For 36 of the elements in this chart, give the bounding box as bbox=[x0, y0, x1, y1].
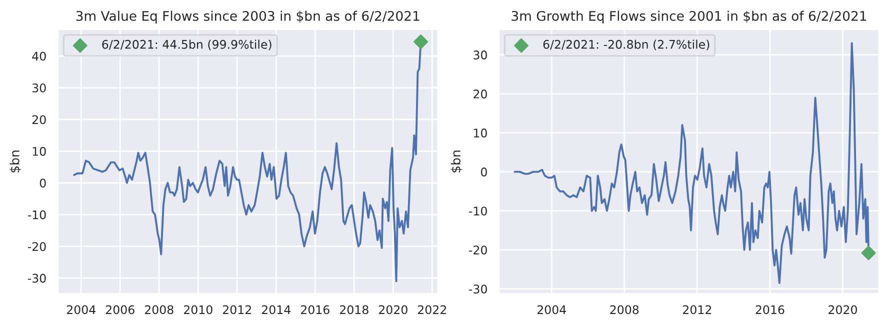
legend-label: 6/2/2021: 44.5bn (99.9%tile) bbox=[102, 40, 272, 50]
y-tick-label: 30 bbox=[32, 83, 46, 92]
y-tick-label: -20 bbox=[28, 242, 46, 252]
x-tick-label: 2020 bbox=[828, 305, 857, 314]
y-tick-label: 30 bbox=[474, 50, 487, 60]
y-axis-title: $bn bbox=[10, 150, 22, 172]
y-tick-label: 10 bbox=[474, 128, 487, 138]
x-tick-label: 2006 bbox=[106, 305, 134, 314]
x-tick-label: 2004 bbox=[66, 305, 96, 314]
chart-title: 3m Value Eq Flows since 2003 in $bn as of 6/2/2021 bbox=[76, 10, 420, 24]
y-tick-label: -30 bbox=[469, 284, 487, 294]
x-tick-label: 2016 bbox=[756, 305, 784, 314]
y-tick-label: -20 bbox=[469, 246, 487, 255]
y-tick-label: 40 bbox=[32, 52, 46, 61]
y-axis-title: $bn bbox=[450, 150, 462, 172]
x-tick-label: 2012 bbox=[683, 305, 712, 314]
x-tick-label: 2016 bbox=[300, 305, 330, 314]
y-tick-label: -10 bbox=[28, 210, 46, 220]
y-tick-label: -30 bbox=[28, 274, 46, 283]
x-tick-label: 2008 bbox=[144, 305, 174, 314]
x-tick-label: 2018 bbox=[340, 305, 368, 314]
x-tick-label: 2012 bbox=[222, 305, 251, 314]
y-tick-label: 20 bbox=[32, 115, 46, 124]
x-tick-label: 2020 bbox=[378, 305, 408, 314]
legend-label: 6/2/2021: -20.8bn (2.7%tile) bbox=[543, 40, 710, 50]
y-tick-label: 0 bbox=[481, 168, 487, 176]
x-tick-label: 2022 bbox=[418, 305, 446, 314]
y-tick-label: 0 bbox=[40, 178, 46, 188]
y-tick-label: 10 bbox=[32, 146, 46, 156]
x-tick-label: 2014 bbox=[262, 305, 290, 314]
x-tick-label: 2010 bbox=[184, 305, 212, 314]
chart-title: 3m Growth Eq Flows since 2001 in $bn as of 6/2/2021 bbox=[512, 10, 866, 24]
x-tick-label: 2008 bbox=[610, 305, 639, 314]
y-tick-label: 20 bbox=[474, 90, 487, 98]
x-tick-label: 2004 bbox=[537, 305, 566, 314]
y-tick-label: -10 bbox=[469, 206, 487, 216]
